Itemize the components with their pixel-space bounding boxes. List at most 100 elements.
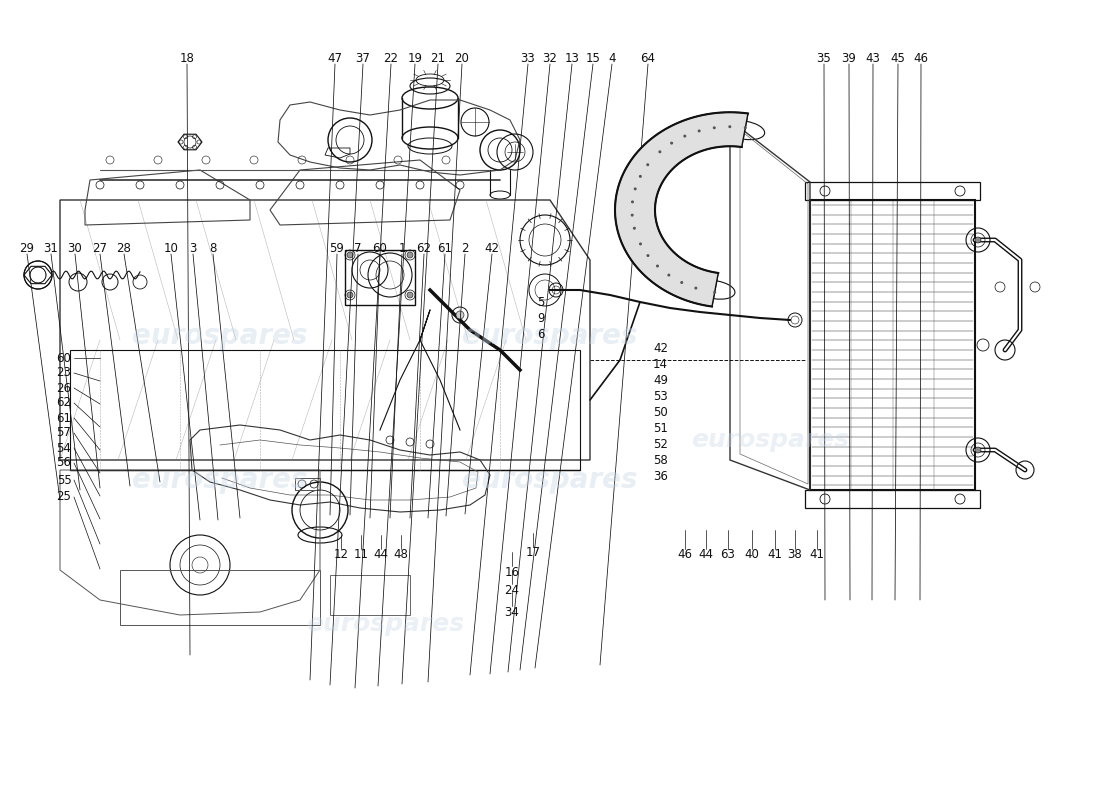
Circle shape	[656, 265, 659, 267]
Circle shape	[407, 252, 412, 258]
Text: eurospares: eurospares	[132, 466, 308, 494]
Bar	[330, 575, 410, 615]
Text: 60: 60	[373, 242, 387, 254]
Text: eurospares: eurospares	[306, 612, 464, 636]
Text: 63: 63	[720, 549, 736, 562]
Text: 26: 26	[56, 382, 72, 394]
Text: 29: 29	[20, 242, 34, 254]
Text: 44: 44	[698, 549, 714, 562]
Circle shape	[683, 134, 686, 138]
Text: 61: 61	[56, 411, 72, 425]
Text: 55: 55	[56, 474, 72, 486]
Text: 32: 32	[542, 51, 558, 65]
Text: 21: 21	[430, 51, 446, 65]
Text: 54: 54	[56, 442, 72, 454]
Text: 38: 38	[788, 549, 802, 562]
Text: 2: 2	[461, 242, 469, 254]
Text: 36: 36	[653, 470, 668, 482]
Text: 24: 24	[505, 583, 519, 597]
Text: 33: 33	[520, 51, 536, 65]
Text: 6: 6	[537, 327, 544, 341]
Text: 5: 5	[537, 295, 544, 309]
Text: 42: 42	[653, 342, 668, 354]
Text: 19: 19	[407, 51, 422, 65]
Text: 44: 44	[374, 549, 388, 562]
Bar	[70, 350, 580, 470]
Text: 35: 35	[816, 51, 832, 65]
Text: 39: 39	[842, 51, 857, 65]
Circle shape	[639, 175, 641, 178]
Circle shape	[407, 292, 412, 298]
Text: 28: 28	[117, 242, 131, 254]
Circle shape	[346, 292, 353, 298]
Text: 64: 64	[640, 51, 656, 65]
Text: 17: 17	[526, 546, 540, 559]
Circle shape	[631, 200, 634, 203]
Text: 37: 37	[355, 51, 371, 65]
Circle shape	[346, 252, 353, 258]
Text: 58: 58	[653, 454, 668, 466]
Circle shape	[668, 274, 670, 277]
Text: 45: 45	[891, 51, 905, 65]
Bar	[345, 250, 415, 305]
Text: 59: 59	[330, 242, 344, 254]
Bar	[295, 478, 320, 490]
Text: eurospares: eurospares	[462, 466, 638, 494]
Text: 14: 14	[653, 358, 668, 370]
Text: 43: 43	[866, 51, 880, 65]
Text: 11: 11	[353, 549, 369, 562]
Text: 8: 8	[209, 242, 217, 254]
Text: 20: 20	[454, 51, 470, 65]
Text: 57: 57	[56, 426, 72, 439]
Text: 16: 16	[505, 566, 519, 578]
Text: 18: 18	[179, 51, 195, 65]
Text: 1: 1	[398, 242, 406, 254]
Circle shape	[647, 254, 649, 257]
Text: 9: 9	[537, 311, 544, 325]
Text: 30: 30	[67, 242, 82, 254]
Circle shape	[632, 226, 636, 230]
Text: 60: 60	[56, 351, 72, 365]
Circle shape	[697, 130, 701, 133]
Polygon shape	[615, 112, 748, 306]
Text: 52: 52	[653, 438, 668, 450]
Circle shape	[659, 150, 661, 154]
Text: 27: 27	[92, 242, 108, 254]
Circle shape	[975, 237, 981, 243]
Text: eurospares: eurospares	[132, 322, 308, 350]
Text: 61: 61	[438, 242, 452, 254]
Bar	[810, 200, 975, 490]
Text: 25: 25	[56, 490, 72, 503]
Text: 7: 7	[354, 242, 362, 254]
Bar	[120, 570, 320, 625]
Circle shape	[639, 242, 642, 246]
Text: 15: 15	[585, 51, 601, 65]
Circle shape	[646, 163, 649, 166]
Text: 51: 51	[653, 422, 668, 434]
Text: 13: 13	[564, 51, 580, 65]
Text: 22: 22	[384, 51, 398, 65]
Text: eurospares: eurospares	[691, 428, 849, 452]
Circle shape	[744, 126, 747, 130]
Circle shape	[456, 311, 464, 319]
Text: 3: 3	[189, 242, 197, 254]
Circle shape	[713, 126, 716, 130]
Circle shape	[680, 281, 683, 284]
Text: 31: 31	[44, 242, 58, 254]
Text: 10: 10	[164, 242, 178, 254]
Circle shape	[670, 142, 673, 145]
Text: 53: 53	[653, 390, 668, 402]
Text: 12: 12	[333, 549, 349, 562]
Text: 46: 46	[678, 549, 693, 562]
Text: 4: 4	[608, 51, 616, 65]
Text: 50: 50	[653, 406, 668, 418]
Circle shape	[630, 214, 634, 217]
Text: 41: 41	[768, 549, 782, 562]
Text: eurospares: eurospares	[462, 322, 638, 350]
Bar	[295, 478, 320, 490]
Text: 47: 47	[328, 51, 342, 65]
Text: 34: 34	[505, 606, 519, 618]
Circle shape	[634, 187, 637, 190]
Bar	[805, 490, 980, 508]
Text: 23: 23	[56, 366, 72, 379]
